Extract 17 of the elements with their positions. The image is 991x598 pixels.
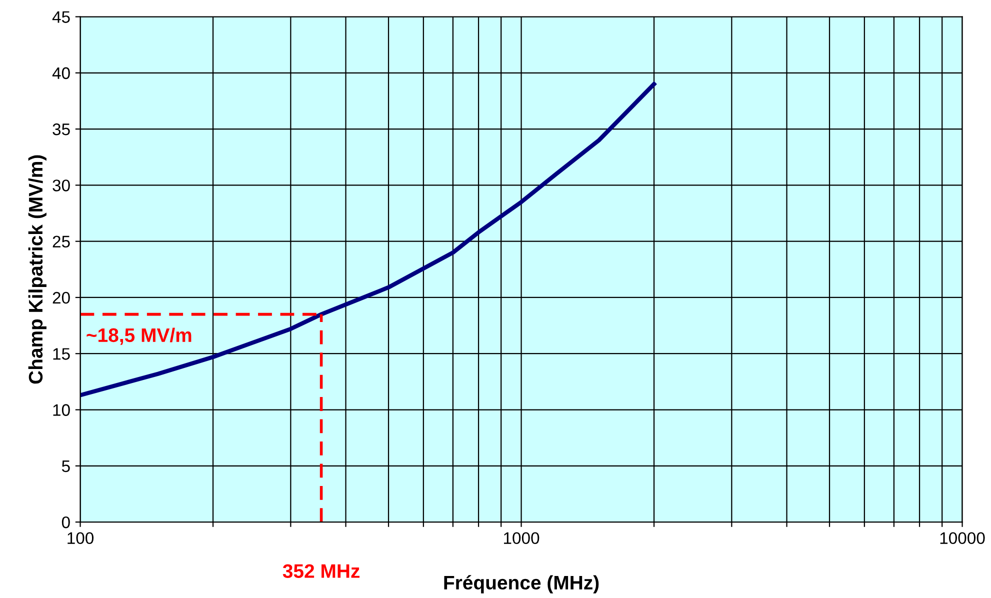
x-tick-label: 1000 [504, 532, 540, 544]
x-tick-label: 100 [68, 532, 94, 544]
x-tick-label: 10000 [940, 532, 985, 544]
x-axis-title: Fréquence (MHz) [444, 575, 599, 594]
y-tick-label: 15 [53, 348, 70, 360]
y-tick-label: 30 [52, 180, 70, 192]
y-tick-label: 40 [52, 67, 70, 80]
y-tick-label: 5 [62, 460, 70, 472]
y-tick-label: 10 [53, 404, 70, 416]
y-tick-label: 0 [62, 516, 70, 528]
y-axis-title: Champ Kilpatrick (MV/m) [28, 155, 46, 384]
ref-line-label: 352 MHz [282, 564, 360, 578]
y-tick-label: 20 [52, 292, 70, 304]
y-tick-label: 25 [52, 236, 70, 248]
y-tick-label: 35 [52, 123, 70, 136]
y-tick-label: 45 [52, 11, 70, 23]
ref-line-label: ~18,5 MV/m [86, 328, 192, 345]
